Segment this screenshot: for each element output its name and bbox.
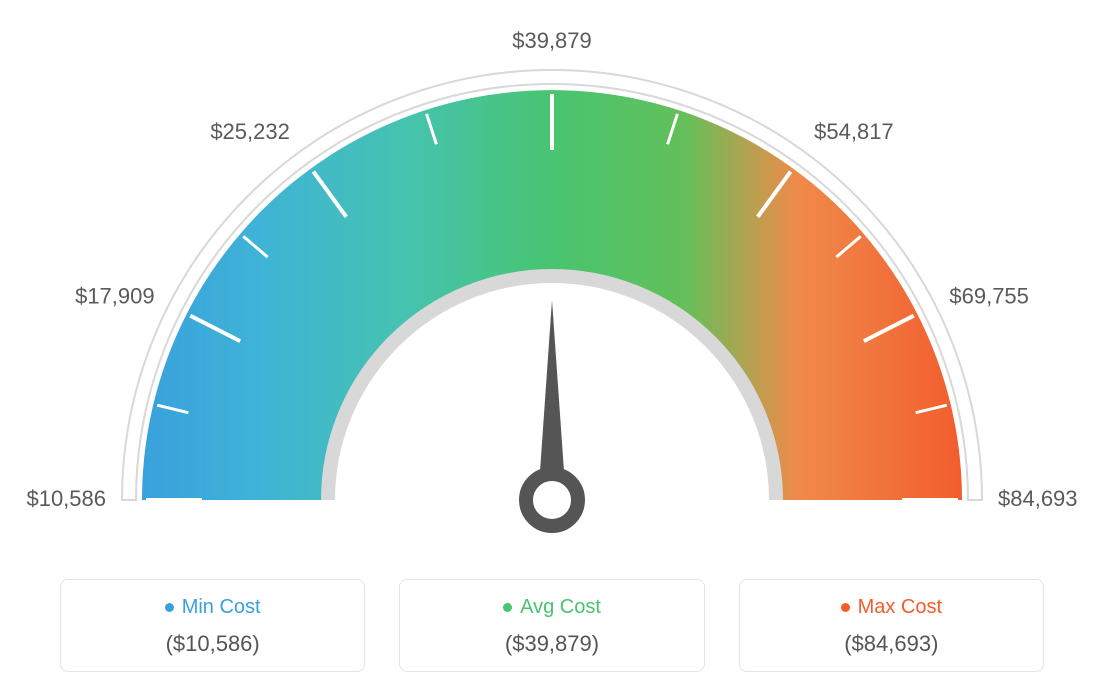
gauge-tick-label: $25,232 — [210, 119, 290, 144]
legend-value-min: ($10,586) — [73, 631, 352, 657]
gauge-svg: $10,586 $17,909 $25,232 $39,879 $54,817 $69,7… — [0, 0, 1104, 560]
dot-icon — [841, 603, 850, 612]
legend-value-max: ($84,693) — [752, 631, 1031, 657]
legend-title-max: Max Cost — [841, 596, 942, 619]
legend-title-text: Min Cost — [182, 596, 261, 619]
gauge-box: $10,586 $17,909 $25,232 $39,879 $54,817 $69,7… — [0, 0, 1104, 560]
legend-title-text: Avg Cost — [520, 596, 601, 619]
dot-icon — [503, 603, 512, 612]
legend-card-max: Max Cost ($84,693) — [739, 579, 1044, 672]
gauge-tick-label: $17,909 — [75, 284, 155, 309]
gauge-tick-label: $39,879 — [512, 28, 592, 53]
gauge-tick-label: $69,755 — [949, 284, 1029, 309]
legend-title-text: Max Cost — [858, 596, 942, 619]
legend-title-min: Min Cost — [165, 596, 261, 619]
gauge-tick-label: $10,586 — [26, 486, 106, 511]
dot-icon — [165, 603, 174, 612]
gauge-tick-label: $84,693 — [998, 486, 1078, 511]
legend-row: Min Cost ($10,586) Avg Cost ($39,879) Ma… — [0, 579, 1104, 672]
legend-card-avg: Avg Cost ($39,879) — [399, 579, 704, 672]
legend-card-min: Min Cost ($10,586) — [60, 579, 365, 672]
legend-title-avg: Avg Cost — [503, 596, 601, 619]
gauge-chart-container: $10,586 $17,909 $25,232 $39,879 $54,817 $69,7… — [0, 0, 1104, 690]
gauge-tick-label: $54,817 — [814, 119, 894, 144]
legend-value-avg: ($39,879) — [412, 631, 691, 657]
